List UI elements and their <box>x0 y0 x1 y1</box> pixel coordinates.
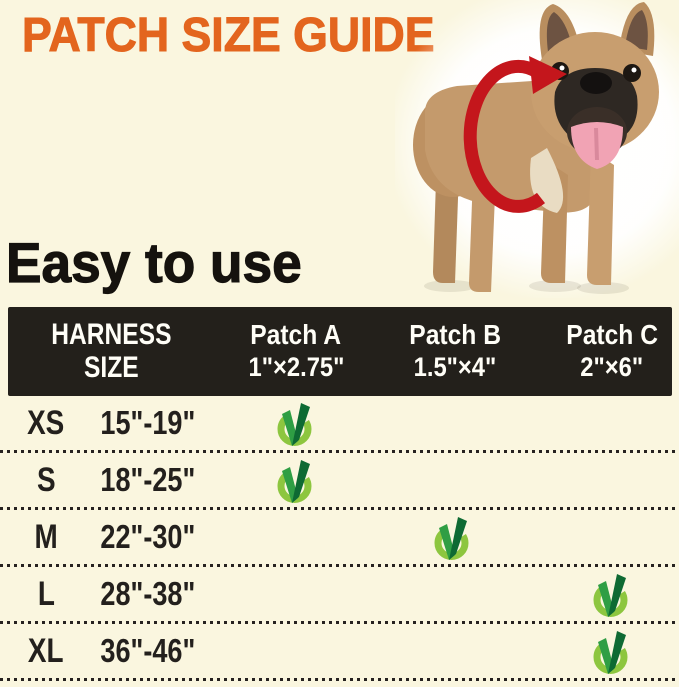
patch-name: Patch A <box>250 319 342 351</box>
dotted-divider <box>0 450 679 453</box>
table-row-m: M 22"-30" <box>0 510 679 567</box>
table-row-xs: XS 15"-19" <box>0 396 679 453</box>
dotted-divider <box>0 678 679 681</box>
column-header-harness-size: HARNESS SIZE <box>26 307 196 396</box>
size-range: 22"-30" <box>100 518 196 555</box>
table-header: HARNESS SIZE Patch A 1"×2.75" Patch B 1.… <box>8 307 672 396</box>
size-table-body: XS 15"-19" S 18"-25" M 22"-30" L 28"-38" <box>0 396 679 681</box>
dotted-divider <box>0 564 679 567</box>
patch-dimensions: 1.5"×4" <box>413 351 497 382</box>
girth-arrow-icon <box>463 56 567 213</box>
column-header-patch-b: Patch B 1.5"×4" <box>375 307 535 396</box>
check-icon <box>591 629 631 675</box>
patch-name: Patch C <box>566 319 658 351</box>
size-range: 18"-25" <box>100 461 196 498</box>
check-icon <box>591 572 631 618</box>
dog-photo <box>385 0 679 302</box>
table-row-l: L 28"-38" <box>0 567 679 624</box>
check-icon <box>275 401 315 447</box>
size-label: XS <box>27 403 65 442</box>
section-heading: Easy to use <box>5 230 302 294</box>
check-icon <box>275 458 315 504</box>
header-label: HARNESS <box>50 317 172 351</box>
dotted-divider <box>0 621 679 624</box>
patch-dimensions: 1"×2.75" <box>248 351 344 382</box>
size-label: L <box>37 574 55 613</box>
french-bulldog-illustration <box>385 0 679 302</box>
patch-dimensions: 2"×6" <box>580 351 644 382</box>
size-label: M <box>34 517 58 556</box>
table-row-xl: XL 36"-46" <box>0 624 679 681</box>
page-title: PATCH SIZE GUIDE <box>22 9 435 63</box>
column-header-patch-a: Patch A 1"×2.75" <box>216 307 376 396</box>
check-icon <box>432 515 472 561</box>
table-row-s: S 18"-25" <box>0 453 679 510</box>
size-label: XL <box>28 631 64 670</box>
size-range: 15"-19" <box>100 404 196 441</box>
size-range: 28"-38" <box>100 575 196 612</box>
dotted-divider <box>0 507 679 510</box>
header-label: SIZE <box>83 351 139 384</box>
column-header-patch-c: Patch C 2"×6" <box>532 307 679 396</box>
patch-name: Patch B <box>409 319 501 351</box>
size-range: 36"-46" <box>100 632 196 669</box>
size-label: S <box>36 460 56 499</box>
